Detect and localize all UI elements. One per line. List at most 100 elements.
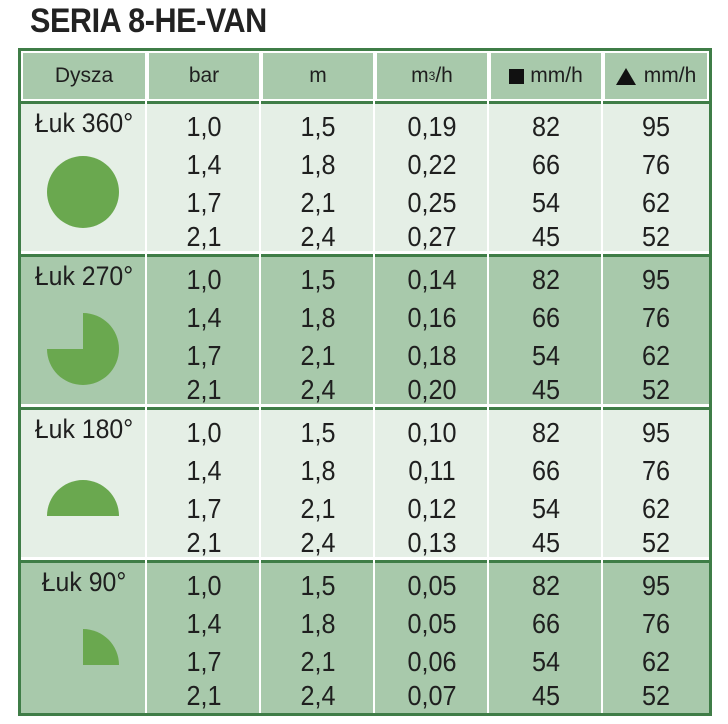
cell-m: 1,8: [300, 455, 336, 486]
cell-square-rate: 66: [531, 149, 561, 180]
cell-bar: 2,1: [186, 680, 222, 711]
header-radius: m: [263, 53, 373, 99]
cell-triangle-rate: 76: [641, 455, 671, 486]
table-row: 1,4 1,8 0,05 66 76: [21, 605, 709, 643]
group-arc-90: Łuk 90° 1,0 1,5 0,05 82 95 1,4 1,8 0,05 …: [21, 560, 709, 713]
square-icon: [509, 68, 525, 84]
cell-flow: 0,14: [407, 264, 457, 295]
cell-m: 2,4: [300, 527, 336, 558]
column-divider: [601, 51, 603, 713]
cell-bar: 1,0: [186, 570, 222, 601]
group-arc-270: Łuk 270° 1,0 1,5 0,14 82 95 1,4 1,8 0,16…: [21, 254, 709, 405]
header-flow-unit: m: [411, 64, 429, 87]
column-divider: [487, 51, 489, 713]
column-divider: [145, 51, 147, 713]
table-row: 1,0 1,5 0,10 82 95: [21, 414, 709, 452]
cell-bar: 1,4: [186, 608, 222, 639]
cell-bar: 1,7: [186, 646, 222, 677]
header-flow: m 3/h: [377, 53, 487, 99]
cell-bar: 1,7: [186, 340, 222, 371]
cell-m: 2,1: [300, 646, 336, 677]
table-row: 2,1 2,4 0,13 45 52: [21, 524, 709, 562]
cell-bar: 1,0: [186, 264, 222, 295]
nozzle-label: Łuk 90°: [41, 567, 127, 597]
three-quarter-circle-icon: [47, 313, 119, 385]
cell-square-rate: 45: [531, 221, 561, 252]
table-header: Dysza bar m m 3/h mm/h mm/h: [21, 51, 709, 101]
triangle-icon: [615, 67, 636, 85]
cell-triangle-rate: 95: [641, 264, 671, 295]
cell-flow: 0,25: [407, 187, 457, 218]
cell-flow: 0,22: [407, 149, 457, 180]
cell-flow: 0,27: [407, 221, 457, 252]
quarter-circle-icon: [83, 629, 119, 665]
header-triangle-rate: mm/h: [605, 53, 707, 99]
cell-bar: 1,0: [186, 111, 222, 142]
cell-flow: 0,06: [407, 646, 457, 677]
table-row: 1,0 1,5 0,19 82 95: [21, 108, 709, 146]
cell-flow: 0,13: [407, 527, 457, 558]
header-triangle-rate-label: mm/h: [643, 64, 697, 87]
nozzle-performance-table: Dysza bar m m 3/h mm/h mm/h Łuk 360° 1,0 …: [18, 48, 712, 716]
table-row: 1,0 1,5 0,05 82 95: [21, 567, 709, 605]
cell-square-rate: 54: [531, 646, 561, 677]
table-row: 2,1 2,4 0,20 45 52: [21, 371, 709, 409]
header-nozzle-label: Dysza: [54, 64, 114, 87]
cell-m: 2,4: [300, 680, 336, 711]
cell-square-rate: 54: [531, 187, 561, 218]
cell-m: 2,1: [300, 187, 336, 218]
full-circle-icon: [47, 156, 119, 228]
cell-m: 2,4: [300, 221, 336, 252]
group-arc-180: Łuk 180° 1,0 1,5 0,10 82 95 1,4 1,8 0,11…: [21, 407, 709, 558]
cell-triangle-rate: 95: [641, 570, 671, 601]
column-divider: [373, 51, 375, 713]
cell-square-rate: 45: [531, 680, 561, 711]
cell-bar: 1,7: [186, 493, 222, 524]
cell-triangle-rate: 52: [641, 221, 671, 252]
cell-flow: 0,11: [408, 455, 456, 486]
column-divider: [259, 51, 261, 713]
cell-flow: 0,18: [407, 340, 457, 371]
cell-triangle-rate: 76: [641, 608, 671, 639]
cell-flow: 0,05: [407, 608, 457, 639]
header-pressure: bar: [149, 53, 259, 99]
cell-triangle-rate: 62: [641, 340, 671, 371]
cell-triangle-rate: 62: [641, 187, 671, 218]
header-flow-sup: 3: [428, 69, 436, 83]
cell-m: 2,4: [300, 374, 336, 405]
cell-bar: 2,1: [186, 527, 222, 558]
cell-triangle-rate: 95: [641, 417, 671, 448]
cell-square-rate: 45: [531, 527, 561, 558]
table-row: 1,7 2,1 0,25 54 62: [21, 184, 709, 222]
cell-m: 1,8: [300, 608, 336, 639]
cell-square-rate: 82: [531, 111, 561, 142]
cell-triangle-rate: 95: [641, 111, 671, 142]
table-row: 2,1 2,4 0,07 45 52: [21, 677, 709, 715]
table-row: 1,4 1,8 0,16 66 76: [21, 299, 709, 337]
cell-m: 1,5: [300, 111, 336, 142]
cell-square-rate: 54: [531, 493, 561, 524]
header-bar-label: bar: [188, 64, 220, 87]
cell-flow: 0,10: [407, 417, 457, 448]
table-row: 1,0 1,5 0,14 82 95: [21, 261, 709, 299]
header-nozzle: Dysza: [23, 53, 145, 99]
cell-bar: 1,4: [186, 149, 222, 180]
cell-triangle-rate: 76: [641, 149, 671, 180]
cell-triangle-rate: 62: [641, 646, 671, 677]
table-row: 1,4 1,8 0,22 66 76: [21, 146, 709, 184]
cell-bar: 1,0: [186, 417, 222, 448]
cell-flow: 0,07: [407, 680, 457, 711]
cell-m: 1,5: [300, 264, 336, 295]
table-row: 1,7 2,1 0,06 54 62: [21, 643, 709, 681]
half-circle-icon: [47, 480, 119, 516]
cell-triangle-rate: 76: [641, 302, 671, 333]
cell-bar: 1,7: [186, 187, 222, 218]
cell-m: 2,1: [300, 493, 336, 524]
cell-m: 2,1: [300, 340, 336, 371]
table-row: 1,7 2,1 0,12 54 62: [21, 490, 709, 528]
cell-m: 1,8: [300, 149, 336, 180]
cell-square-rate: 45: [531, 374, 561, 405]
group-arc-360: Łuk 360° 1,0 1,5 0,19 82 95 1,4 1,8 0,22…: [21, 101, 709, 252]
cell-bar: 2,1: [186, 221, 222, 252]
cell-flow: 0,12: [407, 493, 457, 524]
